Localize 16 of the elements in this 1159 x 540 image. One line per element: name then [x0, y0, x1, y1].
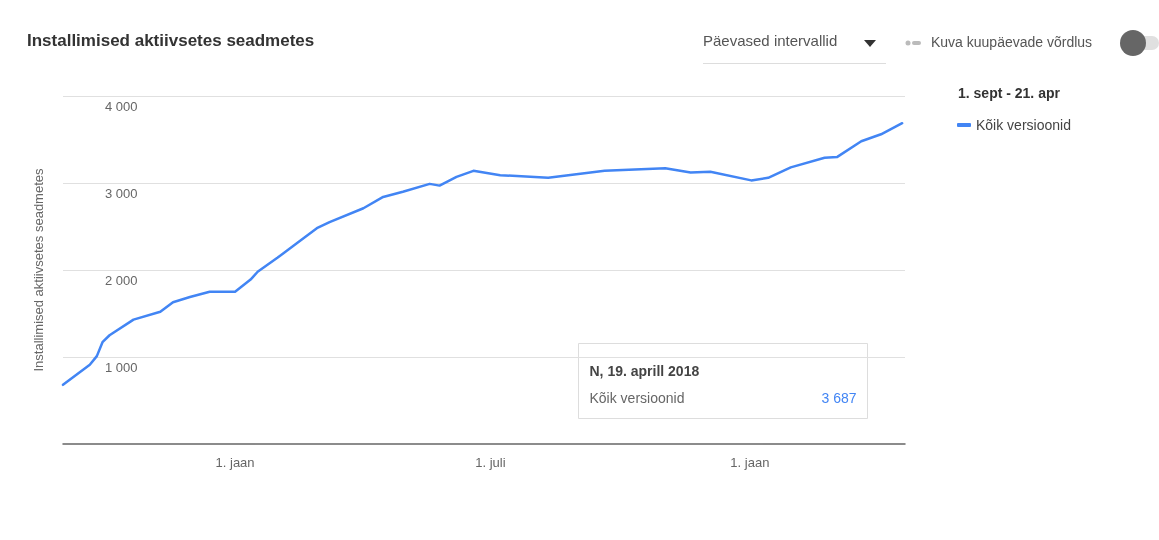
- y-tick-label: 1 000: [105, 360, 138, 375]
- annotation: N, 19. aprill 2018: [589, 362, 700, 379]
- y-tick-label: 4 000: [105, 99, 138, 114]
- x-tick-label: 1. jaan: [215, 455, 255, 470]
- x-tick-label: 1. juli: [475, 455, 506, 470]
- annotation: 3 687: [821, 389, 857, 406]
- y-tick-label: 2 000: [105, 273, 138, 288]
- legend-label: Kõik versioonid: [976, 117, 1071, 133]
- chart-title: Installimised aktiivsetes seadmetes: [27, 31, 315, 51]
- y-tick-label: 3 000: [105, 186, 138, 201]
- y-axis-title: Installimised aktiivsetes seadmetes: [31, 167, 46, 372]
- legend-title: 1. sept - 21. apr: [958, 85, 1061, 101]
- x-tick-label: 1. jaan: [730, 455, 770, 470]
- interval-dropdown: Päevased intervallid: [703, 32, 886, 64]
- text: Kuva kuupäevade võrdlus: [931, 34, 1093, 50]
- text: Kõik versioonid: [589, 389, 685, 406]
